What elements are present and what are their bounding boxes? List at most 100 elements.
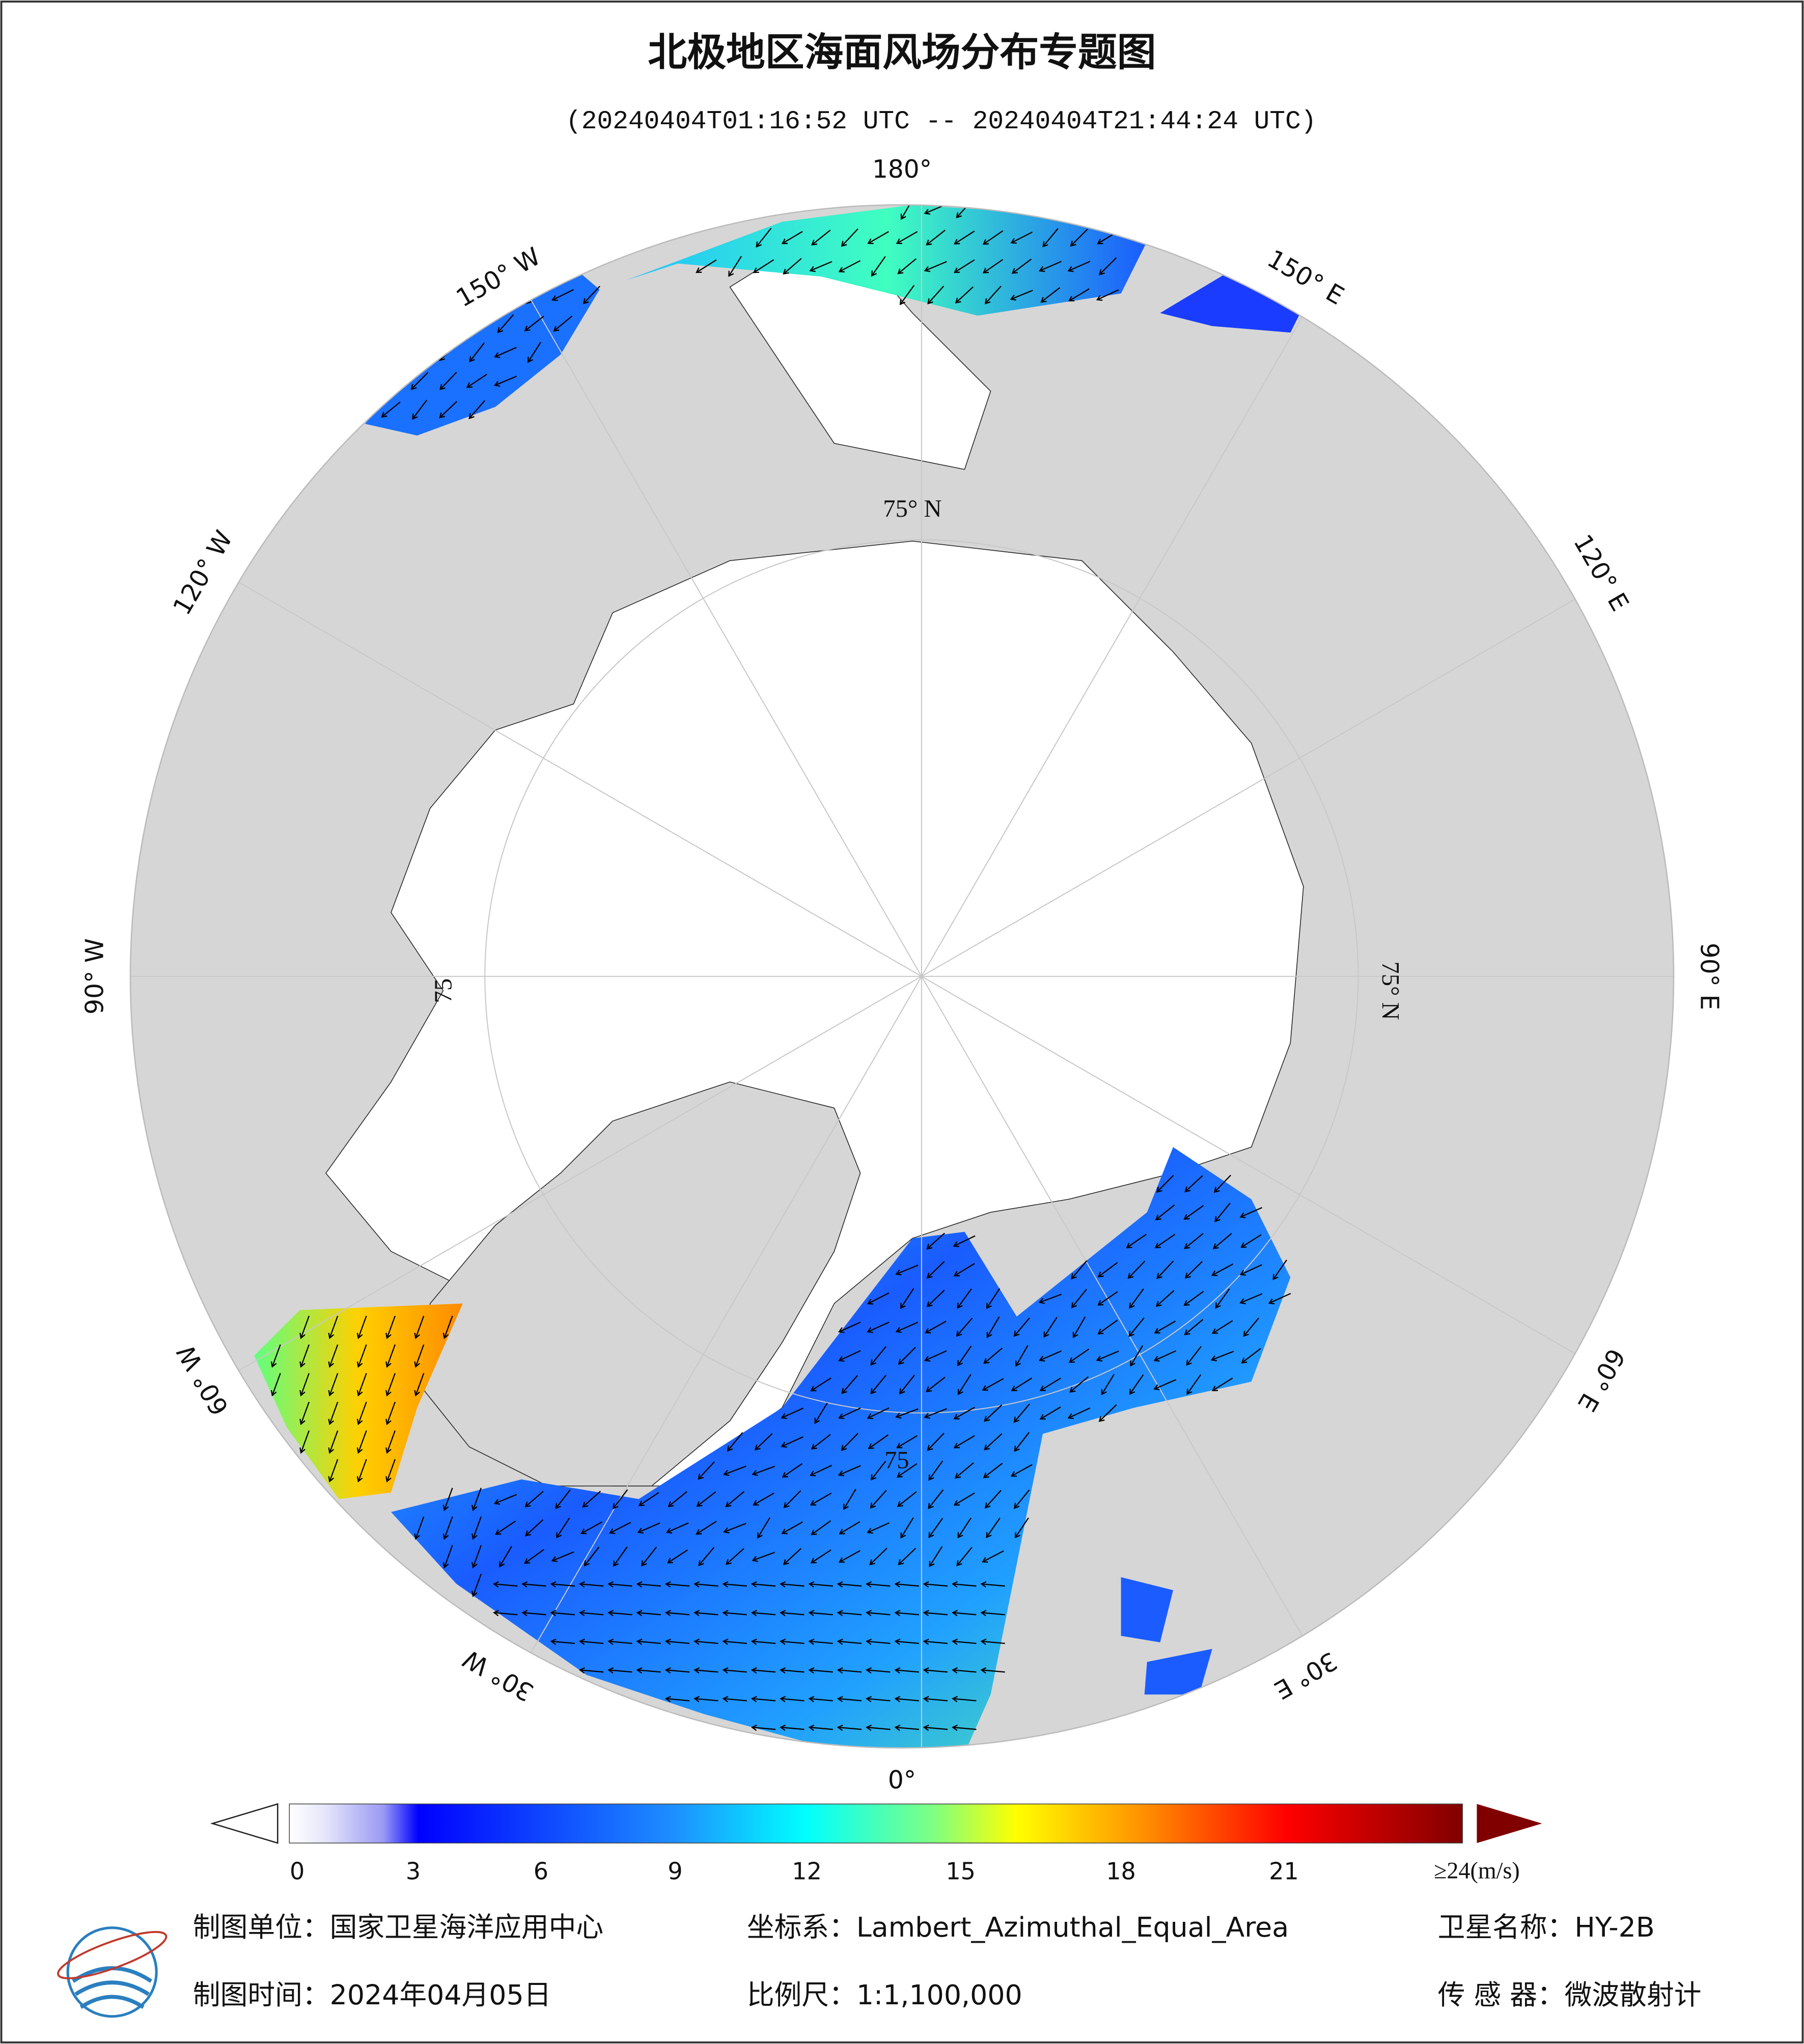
map-border bbox=[129, 204, 1675, 1749]
wind-arrow bbox=[866, 1696, 891, 1702]
wind-arrow bbox=[693, 1610, 718, 1616]
wind-arrow bbox=[582, 1491, 601, 1508]
wind-arrow bbox=[956, 1547, 973, 1566]
wind-arrow bbox=[871, 256, 886, 277]
wind-arrow bbox=[578, 1610, 604, 1616]
wind-arrow bbox=[1153, 1350, 1177, 1362]
wind-field bbox=[1160, 274, 1303, 333]
wind-arrow bbox=[1069, 1376, 1089, 1393]
wind-arrow bbox=[982, 1550, 1004, 1563]
wind-arrow bbox=[838, 1322, 861, 1333]
greenland bbox=[417, 1081, 861, 1487]
wind-arrow bbox=[923, 1638, 948, 1645]
wind-arrow bbox=[1130, 1345, 1144, 1367]
wind-arrow bbox=[980, 1610, 1005, 1616]
wind-arrow bbox=[1183, 1205, 1204, 1220]
wind-arrow bbox=[808, 1638, 833, 1645]
wind-arrow bbox=[751, 1581, 776, 1588]
wind-arrow bbox=[837, 1667, 862, 1674]
wind-arrow bbox=[578, 1581, 604, 1588]
wind-arrow bbox=[870, 1346, 886, 1366]
wind-arrow bbox=[1072, 1316, 1086, 1338]
wind-arrow bbox=[636, 1610, 661, 1616]
wind-arrow bbox=[356, 1344, 367, 1368]
wind-arrow bbox=[808, 1724, 833, 1731]
wind-arrow bbox=[953, 1435, 975, 1448]
wind-arrow bbox=[811, 1520, 831, 1535]
colorbar-tick-label: 12 bbox=[792, 1858, 822, 1885]
wind-arrow bbox=[1213, 1174, 1231, 1193]
wind-arrow bbox=[838, 1350, 861, 1362]
wind-arrow bbox=[870, 1375, 886, 1394]
wind-arrow bbox=[751, 1638, 776, 1645]
colorbar-tick-label: 9 bbox=[668, 1858, 682, 1885]
wind-arrow bbox=[385, 1373, 396, 1397]
wind-arrow bbox=[866, 1638, 891, 1645]
footer-coordinate-system: 坐标系：Lambert_Azimuthal_Equal_Area bbox=[747, 1911, 1289, 1943]
wind-arrow bbox=[550, 1581, 575, 1588]
wind-arrow bbox=[810, 1492, 832, 1506]
wind-arrow bbox=[1184, 1175, 1203, 1193]
wind-arrow bbox=[1184, 1233, 1204, 1249]
wind-arrow bbox=[299, 1344, 310, 1368]
wind-arrow bbox=[664, 1610, 690, 1616]
wind-arrow bbox=[894, 1696, 919, 1702]
wind-arrow bbox=[926, 1233, 945, 1250]
wind-arrow bbox=[471, 1488, 482, 1511]
wind-arrow bbox=[1154, 1321, 1176, 1334]
wind-arrow bbox=[299, 1402, 310, 1425]
wind-arrow bbox=[1186, 1374, 1202, 1395]
wind-arrow bbox=[414, 1344, 425, 1368]
wind-arrow bbox=[607, 1610, 632, 1616]
wind-arrow bbox=[838, 1407, 861, 1419]
wind-arrow bbox=[1240, 1234, 1262, 1248]
meridian bbox=[131, 520, 922, 977]
wind-arrow bbox=[471, 1574, 482, 1598]
longitude-label: 180° bbox=[872, 155, 932, 184]
wind-arrow bbox=[780, 1667, 804, 1674]
latitude-label: 75 bbox=[884, 1446, 909, 1474]
wind-arrow bbox=[723, 1523, 746, 1534]
wind-arrow bbox=[923, 1581, 948, 1588]
latitude-label: 75° N bbox=[883, 495, 941, 522]
wind-arrow bbox=[1211, 1320, 1233, 1334]
wind-arrow bbox=[952, 1724, 977, 1731]
wind-arrow bbox=[925, 1321, 947, 1334]
wind-arrow bbox=[781, 1436, 803, 1448]
wind-arrow bbox=[837, 1724, 862, 1731]
wind-arrow bbox=[385, 1402, 396, 1425]
wind-arrow bbox=[728, 256, 742, 277]
wind-arrow bbox=[837, 1610, 862, 1616]
wind-arrow bbox=[578, 1667, 604, 1674]
wind-arrow bbox=[1039, 1378, 1061, 1391]
wind-arrow bbox=[492, 1610, 518, 1616]
wind-arrow bbox=[924, 1408, 947, 1419]
wind-arrow bbox=[1010, 231, 1033, 244]
wind-arrow bbox=[550, 1638, 575, 1645]
wind-arrow bbox=[725, 1548, 744, 1565]
wind-arrow bbox=[1039, 1350, 1062, 1362]
wind-arrow bbox=[1067, 1407, 1091, 1419]
wind-arrow bbox=[751, 1696, 776, 1702]
wind-arrow bbox=[722, 1581, 747, 1588]
wind-arrow bbox=[551, 1551, 574, 1562]
colorbar-low-arrow bbox=[210, 1803, 279, 1844]
wind-arrow bbox=[414, 1373, 425, 1397]
wind-arrow bbox=[693, 1667, 718, 1674]
wind-arrow bbox=[927, 286, 945, 304]
wind-arrow bbox=[528, 342, 541, 363]
wind-arrow bbox=[752, 1552, 775, 1562]
longitude-label: 0° bbox=[888, 1766, 916, 1795]
wind-arrow bbox=[356, 1459, 367, 1483]
wind-arrow bbox=[1186, 1346, 1202, 1366]
wind-arrow bbox=[780, 1724, 804, 1731]
wind-arrow bbox=[584, 1547, 600, 1567]
wind-arrow bbox=[898, 1548, 917, 1565]
wind-arrow bbox=[894, 1610, 919, 1616]
wind-arrow bbox=[894, 1667, 919, 1674]
wind-arrow bbox=[722, 1696, 747, 1702]
wind-arrow bbox=[556, 1517, 570, 1538]
wind-arrow bbox=[952, 1610, 977, 1616]
wind-arrow bbox=[839, 1521, 861, 1534]
